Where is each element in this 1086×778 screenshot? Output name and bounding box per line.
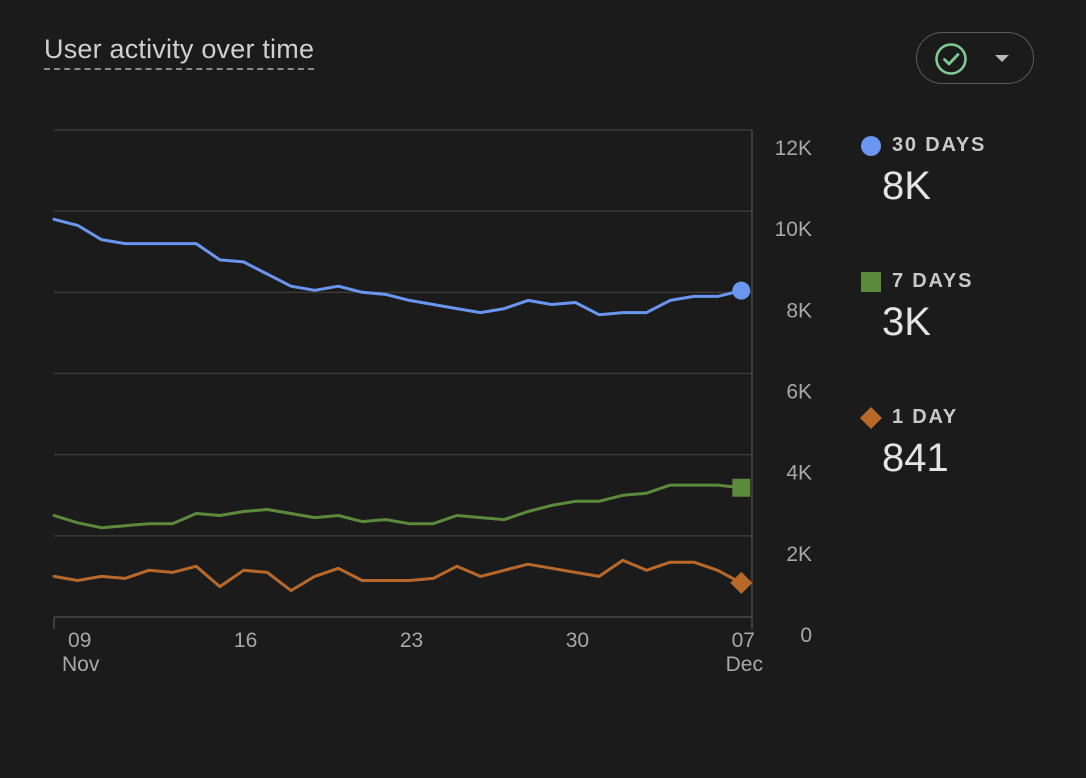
x-tick-label: 23: [400, 629, 423, 652]
legend-label: 1 DAY: [892, 406, 959, 428]
chart-title[interactable]: User activity over time: [44, 32, 315, 70]
series-end-marker-square: [732, 478, 751, 497]
x-tick-month-label: Nov: [62, 653, 100, 676]
legend-value: 841: [882, 436, 949, 480]
series-end-marker-diamond: [730, 571, 753, 594]
series-line-3: [52, 558, 743, 593]
check-circle-icon: [935, 43, 967, 75]
series-end-marker-circle: [732, 281, 751, 300]
y-tick-label: 2K: [786, 543, 812, 566]
legend-value: 3K: [882, 300, 931, 344]
x-tick-label: 30: [566, 629, 589, 652]
y-tick-label: 6K: [786, 381, 812, 404]
legend-label: 7 DAYS: [892, 270, 974, 292]
legend-value: 8K: [882, 164, 931, 208]
y-tick-label: 12K: [775, 137, 812, 160]
y-tick-label: 8K: [786, 299, 812, 322]
legend-marker-circle-icon: [861, 136, 881, 156]
x-tick-label: 16: [234, 629, 257, 652]
series-line-1: [52, 217, 743, 317]
x-tick-label: 07: [732, 629, 755, 652]
caret-down-icon: [995, 55, 1009, 62]
legend-marker-square-icon: [861, 272, 881, 292]
x-tick-label: 09: [68, 629, 91, 652]
legend-marker-diamond-icon: [860, 407, 882, 429]
series-line-2: [52, 483, 743, 530]
y-tick-label: 0: [800, 624, 812, 647]
y-tick-label: 10K: [775, 218, 812, 241]
y-tick-label: 4K: [786, 462, 812, 485]
legend-label: 30 DAYS: [892, 134, 987, 156]
x-tick-month-label: Dec: [726, 653, 763, 676]
compare-menu-button[interactable]: [916, 32, 1034, 84]
